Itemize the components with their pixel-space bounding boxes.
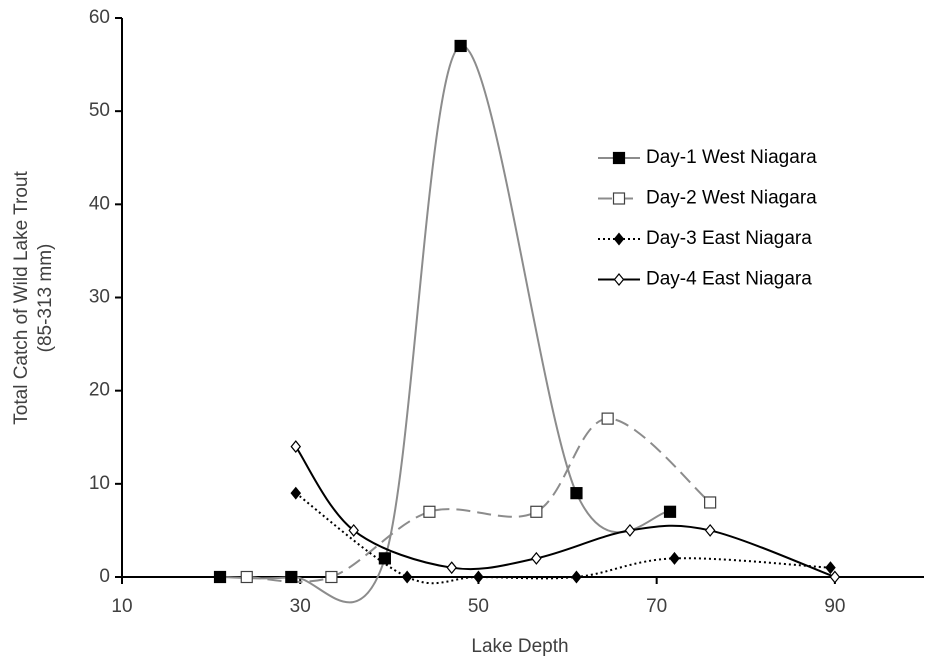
y-tick-label: 40 bbox=[89, 193, 110, 214]
legend-label: Day-4 East Niagara bbox=[646, 269, 812, 290]
marker bbox=[290, 440, 302, 454]
marker bbox=[829, 570, 841, 584]
marker bbox=[473, 570, 484, 584]
marker bbox=[378, 552, 391, 565]
marker bbox=[285, 570, 298, 584]
legend-label: Day-1 West Niagara bbox=[646, 147, 817, 168]
marker bbox=[663, 505, 677, 518]
marker bbox=[446, 561, 457, 575]
legend-label: Day-3 East Niagara bbox=[646, 228, 812, 249]
marker bbox=[825, 561, 836, 575]
legend: Day-1 West Niagara Day-2 West Niagara Day-… bbox=[598, 147, 817, 290]
marker bbox=[348, 523, 359, 537]
y-tick-label: 30 bbox=[89, 287, 110, 308]
series-line bbox=[294, 445, 836, 578]
marker bbox=[240, 570, 253, 584]
y-tick-label: 10 bbox=[89, 473, 110, 494]
marker bbox=[213, 570, 227, 584]
y-axis-title-line: Total Catch of Wild Lake Trout bbox=[11, 171, 32, 425]
y-tick-label: 60 bbox=[89, 7, 110, 28]
x-tick-label: 50 bbox=[468, 596, 489, 617]
y-axis-title: Total Catch of Wild Lake Trout (85-313 m… bbox=[11, 171, 56, 425]
marker bbox=[571, 570, 582, 584]
legend-label: Day-2 West Niagara bbox=[646, 188, 817, 209]
marker bbox=[325, 570, 338, 584]
x-axis-title: Lake Depth bbox=[471, 636, 568, 657]
series-line bbox=[220, 44, 671, 604]
y-tick-label: 20 bbox=[89, 380, 110, 401]
legend-marker bbox=[613, 232, 625, 246]
x-tick-label: 70 bbox=[646, 596, 667, 617]
marker bbox=[531, 551, 542, 565]
marker bbox=[290, 486, 302, 500]
marker bbox=[669, 551, 680, 565]
legend-marker bbox=[613, 273, 625, 286]
x-tick-label: 90 bbox=[824, 596, 845, 617]
legend-marker bbox=[612, 192, 626, 205]
series-line bbox=[246, 417, 711, 583]
marker bbox=[570, 487, 583, 500]
marker bbox=[704, 523, 716, 537]
y-tick-label: 50 bbox=[89, 100, 110, 121]
marker bbox=[530, 505, 543, 518]
legend-marker bbox=[612, 151, 626, 165]
marker bbox=[704, 496, 717, 509]
marker bbox=[423, 505, 436, 518]
y-tick-label: 0 bbox=[99, 566, 110, 587]
x-tick-label: 10 bbox=[111, 596, 132, 617]
x-tick-label: 30 bbox=[290, 596, 311, 617]
marker bbox=[601, 412, 614, 425]
marker bbox=[624, 523, 636, 537]
y-axis-title-line: (85-313 mm) bbox=[35, 244, 56, 353]
marker bbox=[401, 570, 413, 584]
series-line bbox=[295, 492, 831, 585]
marker bbox=[454, 39, 467, 53]
